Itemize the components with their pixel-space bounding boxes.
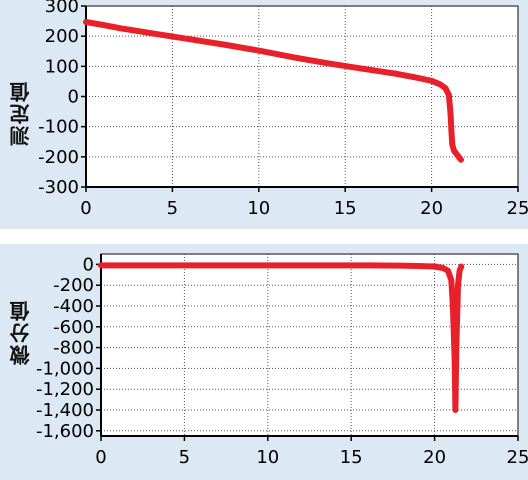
top-x-tick-label: 25 (507, 198, 528, 219)
top-y-tick-label: 100 (45, 56, 79, 77)
bottom-y-tick-label: -400 (53, 296, 94, 317)
bottom-plot-area (101, 254, 518, 436)
top-series-line (83, 19, 464, 163)
bottom-chart: 0-200-400-600-800-1,000-1,200-1,400-1,60… (36, 253, 528, 468)
top-chart-panel: 测定值 300 200 100 0 -100 -200 -300 0 5 10 15 20 25 (0, 0, 528, 229)
top-x-tick-label: 20 (420, 198, 443, 219)
bottom-series-line (98, 262, 465, 413)
bottom-x-tick-label: 20 (423, 447, 446, 468)
top-y-tick-label: -100 (38, 117, 79, 138)
top-x-tick-label: 15 (334, 198, 357, 219)
top-y-tick-label: 0 (68, 87, 79, 108)
bottom-x-tick-label: 10 (256, 447, 279, 468)
bottom-y-tick-label: -200 (53, 275, 94, 296)
bottom-y-tick-label: -1,000 (36, 358, 94, 379)
top-x-tick-label: 0 (80, 198, 91, 219)
bottom-x-tick-label: 25 (507, 447, 528, 468)
bottom-y-tick-label: -1,600 (36, 421, 94, 442)
bottom-x-tick-label: 0 (95, 447, 106, 468)
bottom-chart-panel: 微分值 0 -200 -400 -600 -800 -1,000 -1,200 -1,400-… (0, 244, 528, 480)
top-y-tick-label: -300 (38, 177, 79, 198)
bottom-y-tick-label: 0 (83, 254, 94, 275)
bottom-y-tick-label: -800 (53, 338, 94, 359)
top-x-tick-label: 5 (167, 198, 178, 219)
top-x-tick-label: 10 (247, 198, 270, 219)
bottom-y-tick-label: -600 (53, 317, 94, 338)
bottom-y-tick-label: -1,200 (36, 379, 94, 400)
bottom-x-tick-label: 5 (179, 447, 190, 468)
top-y-tick-label: 200 (45, 26, 79, 47)
top-y-tick-label: -200 (38, 147, 79, 168)
bottom-y-tick-label: -1,400 (36, 400, 94, 421)
top-y-tick-label: 300 (45, 0, 79, 17)
bottom-x-tick-label: 15 (340, 447, 363, 468)
